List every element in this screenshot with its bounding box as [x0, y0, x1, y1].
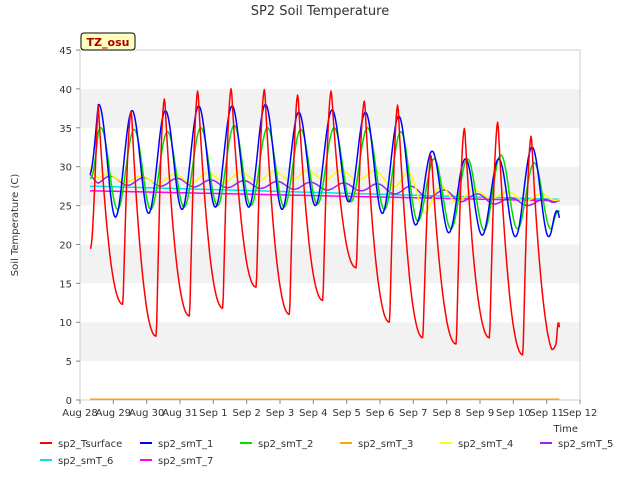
- grid-band: [80, 361, 580, 400]
- y-tick-label: 10: [59, 318, 72, 329]
- x-tick-label: Sep 4: [299, 408, 327, 419]
- y-tick-label: 30: [59, 163, 72, 174]
- x-tick-label: Aug 30: [129, 408, 164, 419]
- x-tick-label: Sep 10: [496, 408, 531, 419]
- plot-area-frame: [79, 49, 581, 401]
- legend-label: sp2_smT_4: [458, 439, 513, 450]
- legend-item: sp2_smT_5: [540, 439, 613, 450]
- x-tick-label: Sep 9: [466, 408, 494, 419]
- y-tick-label: 20: [59, 240, 72, 251]
- legend-item: sp2_smT_3: [340, 439, 413, 450]
- y-tick-label: 15: [59, 279, 72, 290]
- legend-item: sp2_smT_1: [140, 439, 213, 450]
- legend-label: sp2_smT_7: [158, 456, 213, 467]
- grid-band: [80, 127, 580, 167]
- grid-band: [80, 244, 580, 284]
- legend-label: sp2_smT_6: [58, 456, 113, 467]
- legend-item: sp2_smT_2: [240, 439, 313, 450]
- grid-band: [80, 322, 580, 362]
- station-badge-label: TZ_osu: [87, 36, 130, 49]
- legend-label: sp2_Tsurface: [58, 439, 122, 450]
- x-tick-label: Sep 6: [366, 408, 394, 419]
- x-tick-label: Sep 5: [332, 408, 360, 419]
- x-tick-label: Sep 12: [563, 408, 598, 419]
- x-tick-label: Sep 1: [199, 408, 227, 419]
- series-line-sp2_smT_7: [89, 190, 560, 202]
- y-tick-label: 35: [59, 124, 72, 135]
- y-axis-label: Soil Temperature (C): [10, 174, 21, 277]
- x-tick-label: Sep 7: [399, 408, 427, 419]
- series-lines: [89, 88, 561, 400]
- grid-band: [80, 205, 580, 245]
- legend-label: sp2_smT_5: [558, 439, 613, 450]
- legend-label: sp2_smT_1: [158, 439, 213, 450]
- y-tick-label: 45: [59, 46, 72, 57]
- x-tick-label: Aug 29: [96, 408, 131, 419]
- x-tick-label: Sep 3: [266, 408, 294, 419]
- y-axis-ticks: 0 5 10 15 20 25 30 35 40 45: [59, 46, 80, 407]
- x-axis-label: Time: [553, 424, 578, 435]
- legend-item: sp2_smT_7: [140, 456, 213, 467]
- x-tick-label: Sep 2: [232, 408, 260, 419]
- station-badge-box: [80, 32, 136, 51]
- station-badge: TZ_osu: [80, 32, 136, 51]
- legend: sp2_Tsurface sp2_smT_1 sp2_smT_2 sp2_smT_3 s…: [40, 439, 613, 467]
- series-line-sp2_smT_4: [89, 167, 560, 214]
- series-line-sp2_smT_6: [89, 185, 560, 201]
- series-line-sp2_smT_1: [89, 103, 561, 238]
- legend-item: sp2_smT_6: [40, 456, 113, 467]
- legend-label: sp2_smT_3: [358, 439, 413, 450]
- x-tick-label: Aug 31: [162, 408, 197, 419]
- y-tick-label: 5: [66, 357, 72, 368]
- y-tick-label: 0: [66, 396, 72, 407]
- legend-item: sp2_Tsurface: [40, 439, 122, 450]
- chart-title: SP2 Soil Temperature: [251, 4, 389, 19]
- series-line-sp2_smT_5: [89, 173, 560, 207]
- legend-label: sp2_smT_2: [258, 439, 313, 450]
- series-line-sp2_smT_2: [89, 124, 561, 232]
- series-line-sp2_Tsurface: [89, 88, 561, 356]
- legend-item: sp2_smT_4: [440, 439, 513, 450]
- y-tick-label: 40: [59, 85, 72, 96]
- x-tick-label: Sep 11: [529, 408, 564, 419]
- x-tick-label: Sep 8: [432, 408, 460, 419]
- x-tick-label: Aug 28: [62, 408, 97, 419]
- grid-band: [80, 50, 580, 89]
- grid-band: [80, 283, 580, 323]
- y-tick-label: 25: [59, 202, 72, 213]
